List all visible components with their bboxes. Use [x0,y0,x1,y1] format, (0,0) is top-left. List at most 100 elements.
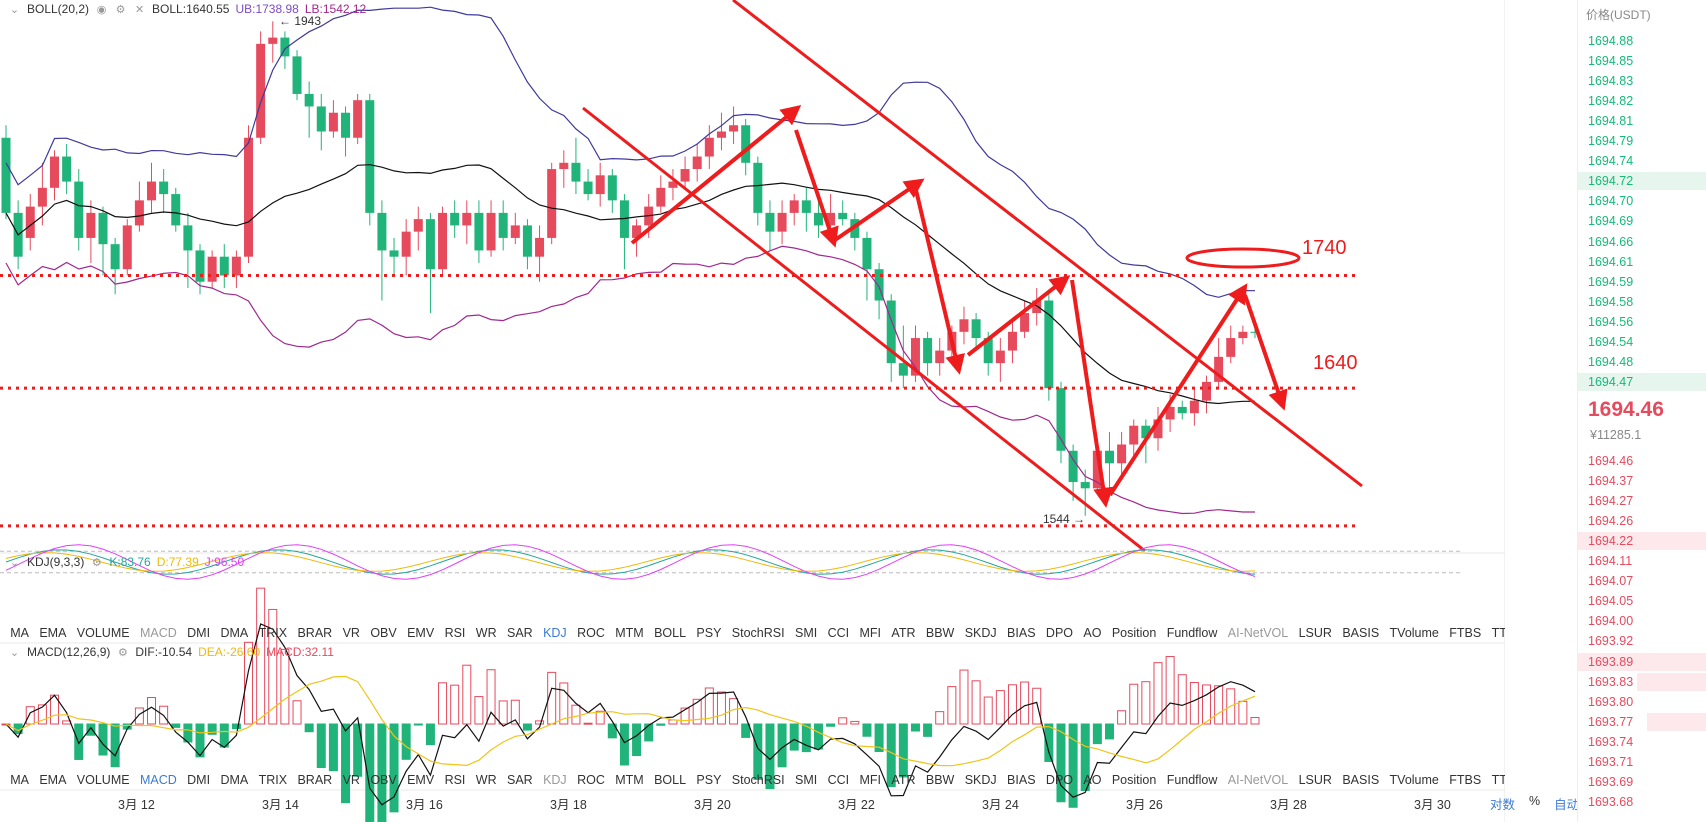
gear-icon[interactable]: ⚙ [115,3,126,16]
indicator-tab-ao[interactable]: AO [1083,626,1102,640]
indicator-tab-ema[interactable]: EMA [39,773,67,787]
indicator-tab-atr[interactable]: ATR [891,773,916,787]
indicator-tab-psy[interactable]: PSY [696,626,722,640]
ask-price-row[interactable]: 1694.88 [1588,34,1634,48]
indicator-tab-boll[interactable]: BOLL [654,773,687,787]
indicator-tab-ma[interactable]: MA [10,773,29,787]
indicator-tab-bbw[interactable]: BBW [925,773,955,787]
indicator-tab-stochrsi[interactable]: StochRSI [731,773,785,787]
indicator-tab-trix[interactable]: TRIX [258,626,288,640]
indicator-tab-smi[interactable]: SMI [794,626,818,640]
ask-price-row[interactable]: 1694.82 [1588,94,1634,109]
indicator-tab-atr[interactable]: ATR [891,626,916,640]
bid-price-row[interactable]: 1694.46 [1588,454,1634,468]
indicator-tab-bbw[interactable]: BBW [925,626,955,640]
bid-price-row[interactable]: 1693.68 [1588,794,1634,809]
ask-price-row[interactable]: 1694.61 [1588,254,1634,269]
bid-price-row[interactable]: 1693.77 [1588,714,1634,729]
indicator-tab-wr[interactable]: WR [475,773,497,787]
indicator-tab-ttsi[interactable]: TTSI [1491,626,1505,640]
bid-price-row[interactable]: 1693.74 [1588,734,1634,749]
close-icon[interactable]: ✕ [134,3,145,16]
ask-price-row[interactable]: 1694.66 [1588,234,1634,249]
indicator-tab-emv[interactable]: EMV [407,626,435,640]
indicator-tab-dma[interactable]: DMA [220,626,249,640]
indicator-tab-ai-netvol[interactable]: AI-NetVOL [1227,626,1289,640]
indicator-tab-kdj[interactable]: KDJ [543,626,567,640]
indicator-tab-basis[interactable]: BASIS [1342,626,1380,640]
bid-price-row[interactable]: 1693.83 [1588,674,1634,689]
indicator-tab-basis[interactable]: BASIS [1342,773,1380,787]
indicator-tab-cci[interactable]: CCI [827,773,850,787]
ask-price-row[interactable]: 1694.72 [1588,174,1634,189]
bid-price-row[interactable]: 1693.89 [1588,654,1634,669]
indicator-tab-roc[interactable]: ROC [577,773,605,787]
gear-icon[interactable]: ⚙ [117,646,128,659]
indicator-tab-kdj[interactable]: KDJ [543,773,567,787]
indicator-tab-ftbs[interactable]: FTBS [1449,773,1482,787]
indicator-tab-brar[interactable]: BRAR [297,626,333,640]
indicator-tab-stochrsi[interactable]: StochRSI [731,626,785,640]
ask-price-row[interactable]: 1694.59 [1588,274,1634,289]
indicator-tab-tvolume[interactable]: TVolume [1389,626,1439,640]
indicator-tab-sar[interactable]: SAR [506,773,533,787]
indicator-tab-ma[interactable]: MA [10,626,29,640]
main-chart-area[interactable]: 1935.271891.051847.851805.631764.371724.… [0,0,1505,822]
indicator-tab-fundflow[interactable]: Fundflow [1166,626,1218,640]
ask-price-row[interactable]: 1694.69 [1588,214,1634,229]
ask-price-row[interactable]: 1694.85 [1588,54,1634,69]
indicator-tab-dpo[interactable]: DPO [1045,626,1074,640]
indicator-tab-smi[interactable]: SMI [794,773,818,787]
indicator-tab-psy[interactable]: PSY [696,773,722,787]
bid-price-row[interactable]: 1694.11 [1588,554,1633,569]
indicator-tab-ttsi[interactable]: TTSI [1491,773,1505,787]
bid-price-row[interactable]: 1693.71 [1588,754,1634,769]
ask-price-row[interactable]: 1694.54 [1588,334,1634,349]
auto-scale-button[interactable]: 自动 [1554,798,1580,812]
indicator-tab-ao[interactable]: AO [1083,773,1102,787]
collapse-chevron-icon[interactable]: ⌄ [9,646,20,659]
indicator-tab-mfi[interactable]: MFI [859,773,882,787]
bid-price-row[interactable]: 1693.69 [1588,774,1634,789]
log-scale-button[interactable]: 对数 [1490,798,1516,812]
indicator-tab-boll[interactable]: BOLL [654,626,687,640]
ask-price-row[interactable]: 1694.56 [1588,314,1634,329]
bid-price-row[interactable]: 1693.80 [1588,694,1634,709]
indicator-tab-macd[interactable]: MACD [139,626,177,640]
ask-price-row[interactable]: 1694.74 [1588,154,1634,169]
indicator-tab-ema[interactable]: EMA [39,626,67,640]
ask-price-row[interactable]: 1694.70 [1588,194,1634,209]
indicator-tab-position[interactable]: Position [1111,773,1157,787]
indicator-tab-emv[interactable]: EMV [407,773,435,787]
indicator-tab-trix[interactable]: TRIX [258,773,288,787]
indicator-tab-rsi[interactable]: RSI [444,626,466,640]
indicator-tab-sar[interactable]: SAR [506,626,533,640]
gear-icon[interactable]: ⚙ [91,556,102,569]
bid-price-row[interactable]: 1694.22 [1588,534,1634,549]
ask-price-row[interactable]: 1694.58 [1588,294,1634,309]
indicator-tab-skdj[interactable]: SKDJ [964,626,997,640]
ask-price-row[interactable]: 1694.83 [1588,74,1634,89]
bid-price-row[interactable]: 1694.07 [1588,574,1634,589]
indicator-tab-volume[interactable]: VOLUME [76,773,130,787]
indicator-tab-mtm[interactable]: MTM [615,773,644,787]
collapse-chevron-icon[interactable]: ⌄ [9,556,20,569]
bid-price-row[interactable]: 1694.00 [1588,614,1634,629]
indicator-tab-ftbs[interactable]: FTBS [1449,626,1482,640]
indicator-tab-dmi[interactable]: DMI [187,626,211,640]
indicator-tab-bias[interactable]: BIAS [1007,773,1036,787]
indicator-tab-vr[interactable]: VR [342,626,360,640]
bid-price-row[interactable]: 1694.05 [1588,594,1634,609]
indicator-tab-volume[interactable]: VOLUME [76,626,130,640]
indicator-tab-dmi[interactable]: DMI [187,773,211,787]
indicator-tab-dma[interactable]: DMA [220,773,249,787]
collapse-chevron-icon[interactable]: ⌄ [9,3,20,16]
percent-scale-button[interactable]: % [1529,794,1541,808]
bid-price-row[interactable]: 1694.26 [1588,514,1634,529]
indicator-tab-bias[interactable]: BIAS [1007,626,1036,640]
indicator-tab-obv[interactable]: OBV [370,626,397,640]
ask-price-row[interactable]: 1694.79 [1588,134,1634,149]
indicator-tab-rsi[interactable]: RSI [444,773,466,787]
indicator-tab-skdj[interactable]: SKDJ [964,773,997,787]
indicator-tab-ai-netvol[interactable]: AI-NetVOL [1227,773,1289,787]
